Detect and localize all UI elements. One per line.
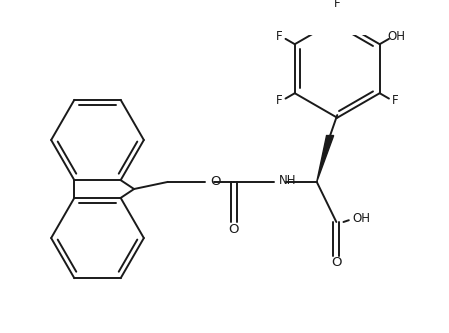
Text: F: F bbox=[392, 94, 398, 107]
Text: F: F bbox=[334, 0, 340, 10]
Text: O: O bbox=[210, 175, 220, 188]
Text: F: F bbox=[276, 30, 283, 43]
Polygon shape bbox=[317, 136, 334, 182]
Text: O: O bbox=[229, 223, 239, 236]
Text: OH: OH bbox=[387, 30, 405, 43]
Text: O: O bbox=[331, 256, 342, 269]
Text: F: F bbox=[276, 94, 283, 107]
Text: NH: NH bbox=[278, 174, 296, 187]
Text: OH: OH bbox=[352, 212, 370, 225]
